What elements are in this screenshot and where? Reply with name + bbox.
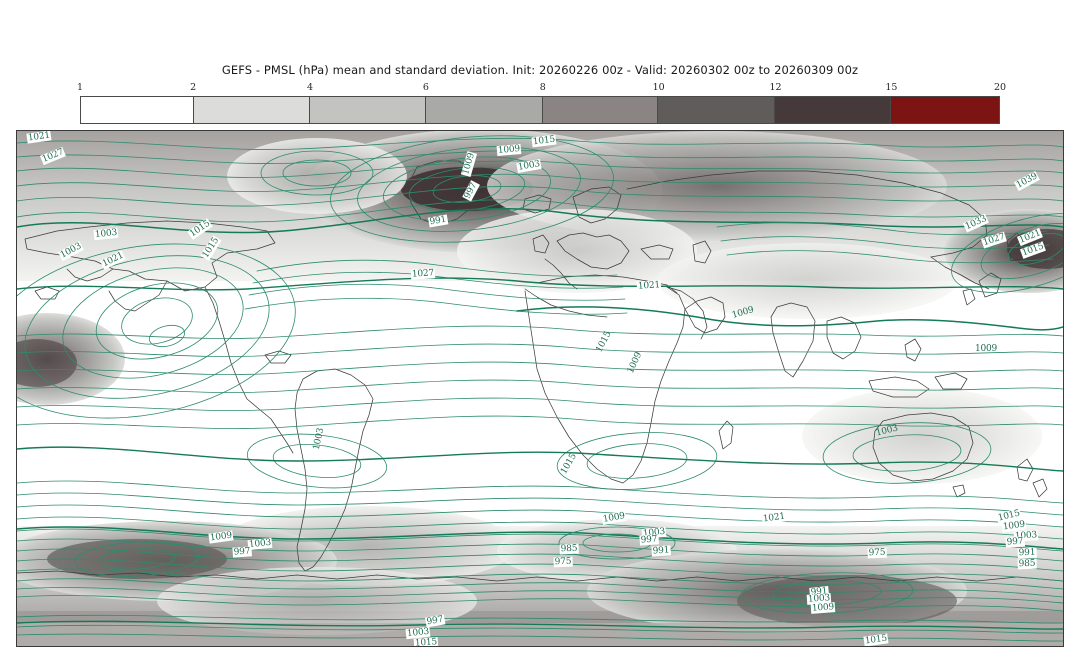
contour-label-1009-9: 1009 bbox=[496, 143, 522, 157]
contour-label-985-43: 985 bbox=[1017, 558, 1037, 570]
colorbar-segment-12-15 bbox=[774, 97, 891, 123]
contour-label-975-37: 975 bbox=[867, 547, 887, 559]
colorbar-segment-2-4 bbox=[193, 97, 311, 123]
colorbar-tick-20: 20 bbox=[993, 82, 1007, 93]
colorbar-segment-1-2 bbox=[81, 97, 194, 123]
colorbar-segment-6-8 bbox=[426, 97, 543, 123]
colorbar-segment-10-12 bbox=[658, 97, 775, 123]
map-graphic bbox=[17, 131, 1063, 646]
contour-label-991-33: 991 bbox=[651, 545, 671, 557]
contour-label-997-29: 997 bbox=[232, 546, 252, 558]
contour-label-1015-49: 1015 bbox=[413, 637, 439, 647]
colorbar-tick-15: 15 bbox=[885, 82, 898, 93]
colorbar-tick-1: 1 bbox=[76, 82, 84, 93]
contour-label-985-34: 985 bbox=[559, 543, 579, 555]
colorbar-segment-8-10 bbox=[542, 97, 659, 123]
contour-label-1027-7: 1027 bbox=[410, 268, 436, 280]
contour-label-991-42: 991 bbox=[1017, 547, 1037, 559]
colorbar bbox=[80, 96, 1000, 124]
contour-label-997-32: 997 bbox=[639, 534, 659, 546]
colorbar-tick-8: 8 bbox=[539, 82, 546, 93]
colorbar-tick-12: 12 bbox=[769, 82, 782, 93]
contour-label-1009-46: 1009 bbox=[810, 602, 836, 614]
coastlines bbox=[17, 160, 1063, 582]
contour-label-997-41: 997 bbox=[1005, 536, 1025, 548]
colorbar-tick-labels: 1 2 4 6 8 10 12 15 20 bbox=[76, 82, 1006, 96]
colorbar-segment-15-20 bbox=[890, 97, 999, 123]
colorbar-tick-6: 6 bbox=[422, 82, 429, 93]
colorbar-tick-4: 4 bbox=[306, 82, 314, 93]
pmsl-contours bbox=[17, 135, 1063, 642]
chart-title: GEFS - PMSL (hPa) mean and standard devi… bbox=[221, 63, 859, 77]
contour-label-1021-14: 1021 bbox=[636, 280, 662, 292]
contour-label-975-35: 975 bbox=[553, 556, 573, 568]
colorbar-segments bbox=[80, 96, 1000, 124]
colorbar-segment-4-6 bbox=[310, 97, 427, 123]
contour-label-1009-16: 1009 bbox=[974, 344, 998, 354]
colorbar-tick-2: 2 bbox=[190, 82, 197, 93]
colorbar-tick-10: 10 bbox=[652, 82, 665, 93]
map-panel: 1021 1027 1003 1003 1021 1015 1015 1027 1015 1009… bbox=[16, 130, 1064, 647]
